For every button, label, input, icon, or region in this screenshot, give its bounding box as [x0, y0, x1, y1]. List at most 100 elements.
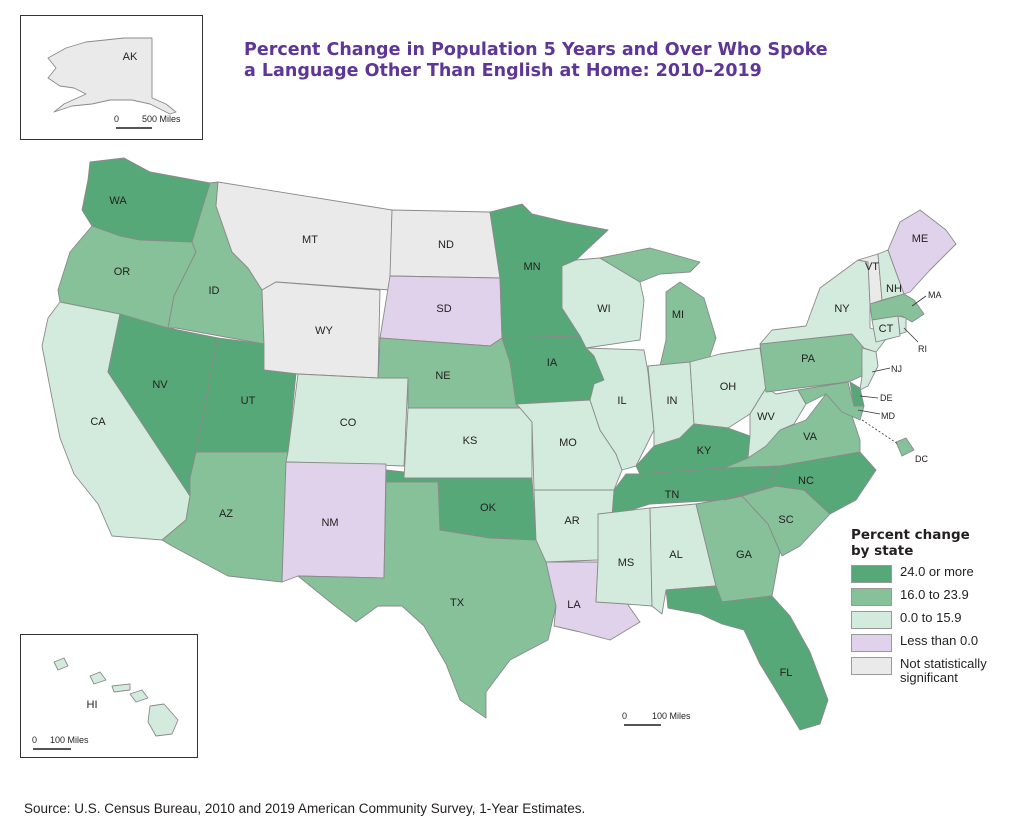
map-title-line-2: a Language Other Than English at Home: 2… [244, 61, 762, 81]
label-mi: MI [672, 309, 684, 321]
label-nh: NH [886, 283, 902, 295]
legend-item-24-plus: 24.0 or more [851, 565, 1021, 583]
hawaii-island-molokai[interactable] [111, 683, 131, 693]
label-la: LA [567, 599, 581, 611]
label-tn: TN [665, 489, 680, 501]
label-al: AL [669, 549, 682, 561]
scale-bar-main: 0 100 Miles [622, 711, 691, 726]
label-ne: NE [435, 370, 450, 382]
label-oh: OH [720, 381, 737, 393]
state-dc-callout[interactable] [895, 437, 915, 457]
label-dc: DC [915, 454, 928, 464]
scale-hawaii-dist: 100 Miles [50, 735, 89, 745]
label-mt: MT [302, 234, 318, 246]
label-me: ME [912, 233, 929, 245]
scale-main-dist: 100 Miles [652, 711, 691, 721]
scale-main-zero: 0 [622, 711, 627, 721]
label-vt: VT [865, 261, 879, 273]
legend-swatch [851, 588, 892, 606]
label-ga: GA [736, 549, 753, 561]
scale-bar-hawaii: 0 100 Miles [32, 735, 89, 750]
label-ks: KS [463, 435, 478, 447]
state-wv[interactable] [747, 387, 807, 459]
state-wy[interactable] [261, 281, 381, 379]
label-tx: TX [450, 597, 465, 609]
label-ut: UT [241, 395, 256, 407]
legend-swatch [851, 634, 892, 652]
state-mi[interactable] [599, 247, 701, 283]
state-il[interactable] [585, 347, 655, 471]
label-va: VA [803, 431, 818, 443]
scale-hawaii-zero: 0 [32, 735, 37, 745]
legend-title-line-2: by state [851, 543, 914, 559]
label-ms: MS [618, 557, 635, 569]
label-ri: RI [918, 344, 927, 354]
state-nj[interactable] [859, 347, 879, 391]
state-ks[interactable] [403, 407, 533, 479]
label-wi: WI [597, 303, 610, 315]
label-il: IL [617, 395, 626, 407]
legend-label: Less than 0.0 [900, 633, 979, 648]
state-mi-lower[interactable] [659, 281, 717, 367]
legend-label: 16.0 to 23.9 [900, 587, 969, 602]
label-ny: NY [834, 303, 850, 315]
legend-label-line-2: significant [900, 670, 958, 685]
label-ia: IA [547, 357, 558, 369]
label-hi: HI [87, 699, 98, 711]
label-ok: OK [480, 502, 497, 514]
label-fl: FL [780, 667, 793, 679]
label-wa: WA [109, 195, 127, 207]
label-nm: NM [321, 517, 338, 529]
legend-item-16-to-23: 16.0 to 23.9 [851, 588, 1021, 606]
state-ct[interactable] [871, 315, 901, 343]
label-ar: AR [564, 515, 579, 527]
state-labels: WA OR CA ID NV UT AZ MT WY CO NM ND SD N… [87, 51, 942, 711]
label-ct: CT [879, 323, 894, 335]
legend-label: 0.0 to 15.9 [900, 610, 962, 625]
label-nj: NJ [891, 364, 902, 374]
label-in: IN [667, 395, 678, 407]
state-ri[interactable] [897, 315, 907, 335]
hawaii-island-maui[interactable] [129, 689, 149, 703]
label-nv: NV [152, 379, 168, 391]
label-md: MD [881, 411, 895, 421]
legend-title: Percent change by state [851, 527, 1021, 559]
label-co: CO [340, 417, 357, 429]
label-ca: CA [90, 416, 106, 428]
legend-item-not-significant: Not statistically significant [851, 657, 1021, 685]
scale-alaska-dist: 500 Miles [142, 114, 181, 124]
label-nd: ND [438, 239, 454, 251]
hawaii-island-big[interactable] [147, 703, 179, 737]
label-ky: KY [697, 445, 712, 457]
legend-swatch [851, 565, 892, 583]
label-sc: SC [778, 514, 793, 526]
legend-title-line-1: Percent change [851, 527, 970, 543]
state-ak[interactable] [47, 37, 177, 115]
hawaii-islands [53, 657, 179, 737]
hawaii-island-oahu[interactable] [89, 671, 107, 685]
legend-item-less-than-0: Less than 0.0 [851, 634, 1021, 652]
legend: Percent change by state 24.0 or more 16.… [851, 527, 1021, 690]
label-mn: MN [523, 261, 540, 273]
state-nc[interactable] [723, 451, 877, 515]
label-wv: WV [757, 411, 775, 423]
map-title-line-1: Percent Change in Population 5 Years and… [244, 40, 828, 60]
source-note: Source: U.S. Census Bureau, 2010 and 201… [24, 801, 586, 816]
state-md[interactable] [797, 381, 865, 421]
hawaii-inset [20, 634, 198, 758]
scale-bar-alaska: 0 500 Miles [114, 114, 181, 129]
state-tx[interactable] [297, 481, 557, 719]
label-ak: AK [123, 51, 138, 63]
label-de: DE [880, 393, 893, 403]
map-title: Percent Change in Population 5 Years and… [244, 40, 884, 82]
hawaii-island-kauai[interactable] [53, 657, 69, 671]
state-me[interactable] [887, 209, 957, 295]
legend-label: 24.0 or more [900, 564, 974, 579]
label-ma: MA [928, 290, 942, 300]
label-id: ID [209, 285, 220, 297]
legend-item-0-to-15: 0.0 to 15.9 [851, 611, 1021, 629]
state-wi[interactable] [561, 257, 645, 349]
state-fl[interactable] [665, 585, 829, 731]
state-ny[interactable] [759, 259, 891, 353]
